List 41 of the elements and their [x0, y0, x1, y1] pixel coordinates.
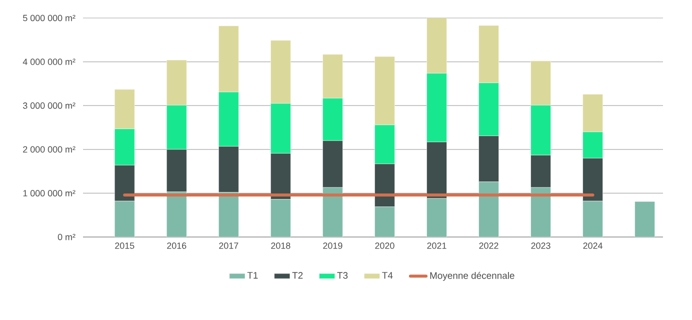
bar — [478, 182, 499, 237]
bar — [374, 56, 395, 126]
y-tick-label: 1 000 000 m² — [23, 190, 76, 196]
x-tick-label: 2017 — [219, 242, 238, 249]
bar — [270, 199, 291, 237]
bar — [270, 40, 291, 104]
bar — [582, 94, 603, 132]
bar — [634, 201, 655, 237]
x-tick-label: 2024 — [583, 242, 602, 249]
x-tick-label: 2021 — [427, 242, 446, 249]
bar — [582, 200, 603, 237]
x-tick-label: 2022 — [479, 242, 498, 249]
x-tick-label: 2023 — [531, 242, 550, 249]
bar — [478, 25, 499, 83]
legend-label: Moyenne décennale — [430, 272, 514, 281]
bar — [322, 187, 343, 237]
x-tick-label: 2020 — [375, 242, 394, 249]
legend-label: T1 — [247, 272, 258, 279]
legend-label: T2 — [292, 272, 303, 279]
x-tick-label: 2018 — [271, 242, 290, 249]
legend-label: T3 — [337, 272, 348, 279]
bar — [114, 89, 135, 129]
bar — [322, 54, 343, 98]
y-tick-label: 2 000 000 m² — [23, 146, 76, 153]
y-tick-label: 5 000 000 m² — [23, 14, 76, 22]
bar — [530, 187, 551, 237]
y-tick-label: 3 000 000 m² — [23, 102, 76, 109]
bar — [166, 60, 187, 106]
legend-label: T4 — [382, 272, 393, 279]
bar — [426, 198, 447, 237]
bar — [374, 206, 395, 237]
bar — [166, 192, 187, 237]
y-tick-label: 0 m² — [58, 234, 76, 240]
bar — [218, 26, 239, 92]
bar — [426, 18, 447, 74]
bar — [530, 60, 551, 106]
x-tick-label: 2015 — [115, 242, 134, 249]
x-tick-label: 2019 — [323, 242, 342, 249]
x-tick-label: 2016 — [167, 242, 186, 249]
bar — [114, 200, 135, 237]
y-tick-label: 4 000 000 m² — [22, 58, 76, 65]
